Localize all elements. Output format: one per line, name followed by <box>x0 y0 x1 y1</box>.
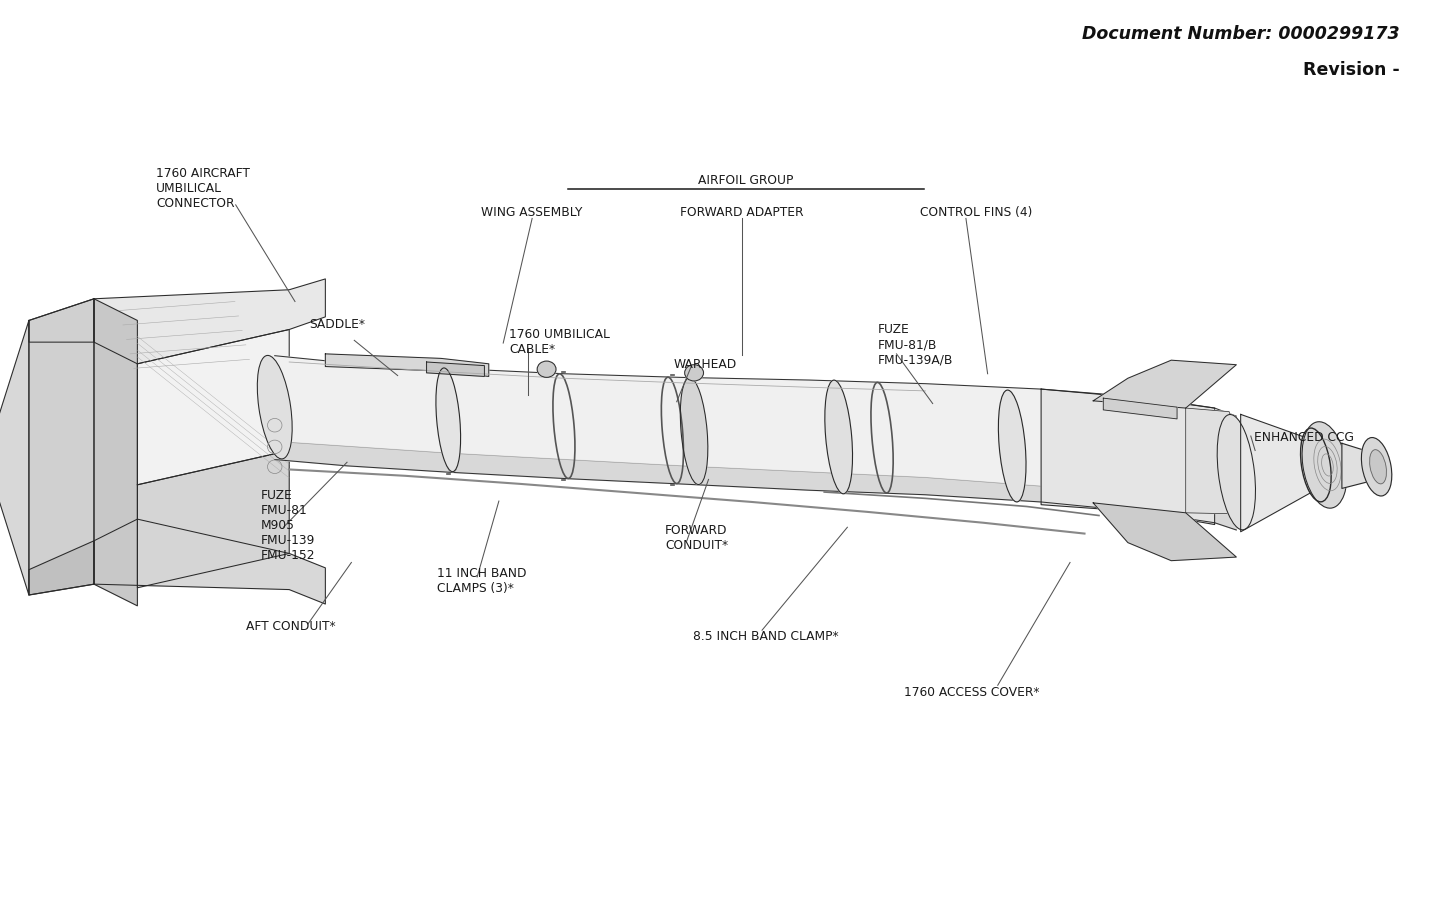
Polygon shape <box>94 280 325 364</box>
Ellipse shape <box>1361 438 1392 496</box>
Polygon shape <box>29 299 94 343</box>
Polygon shape <box>325 354 489 377</box>
Text: SADDLE*: SADDLE* <box>309 318 366 330</box>
Polygon shape <box>0 321 29 595</box>
Text: FUZE
FMU-81
M905
FMU-139
FMU-152: FUZE FMU-81 M905 FMU-139 FMU-152 <box>260 489 315 562</box>
Text: 8.5 INCH BAND CLAMP*: 8.5 INCH BAND CLAMP* <box>693 630 839 642</box>
Ellipse shape <box>824 381 853 494</box>
Text: FUZE
FMU-81/B
FMU-139A/B: FUZE FMU-81/B FMU-139A/B <box>878 323 953 366</box>
Polygon shape <box>1093 361 1236 409</box>
Polygon shape <box>1241 415 1322 532</box>
Polygon shape <box>137 451 289 588</box>
Text: Revision -: Revision - <box>1303 61 1400 79</box>
Polygon shape <box>1342 444 1374 489</box>
Text: CONTROL FINS (4): CONTROL FINS (4) <box>920 207 1032 219</box>
Text: WING ASSEMBLY: WING ASSEMBLY <box>482 207 583 219</box>
Polygon shape <box>94 299 137 606</box>
Text: FORWARD ADAPTER: FORWARD ADAPTER <box>680 207 804 219</box>
Polygon shape <box>1186 409 1236 514</box>
Polygon shape <box>1041 390 1215 525</box>
Text: 1760 AIRCRAFT
UMBILICAL
CONNECTOR: 1760 AIRCRAFT UMBILICAL CONNECTOR <box>156 167 250 210</box>
Text: 1760 ACCESS COVER*: 1760 ACCESS COVER* <box>904 686 1040 698</box>
Polygon shape <box>29 299 94 595</box>
Text: 11 INCH BAND
CLAMPS (3)*: 11 INCH BAND CLAMPS (3)* <box>437 566 526 594</box>
Text: WARHEAD: WARHEAD <box>674 357 737 370</box>
Ellipse shape <box>1369 450 1387 484</box>
Polygon shape <box>1093 503 1236 561</box>
Text: 1760 UMBILICAL
CABLE*: 1760 UMBILICAL CABLE* <box>509 327 610 355</box>
Text: Document Number: 0000299173: Document Number: 0000299173 <box>1082 25 1400 43</box>
Polygon shape <box>137 330 289 485</box>
Text: AIRFOIL GROUP: AIRFOIL GROUP <box>698 174 794 187</box>
Ellipse shape <box>1301 422 1348 509</box>
Ellipse shape <box>998 391 1027 502</box>
Polygon shape <box>1103 399 1177 419</box>
Polygon shape <box>29 541 94 595</box>
Ellipse shape <box>680 378 709 485</box>
Text: FORWARD
CONDUIT*: FORWARD CONDUIT* <box>665 523 729 551</box>
Polygon shape <box>275 356 1236 530</box>
Polygon shape <box>275 442 1236 530</box>
Polygon shape <box>427 363 484 377</box>
Text: ENHANCED CCG: ENHANCED CCG <box>1254 430 1353 443</box>
Ellipse shape <box>257 356 292 459</box>
Ellipse shape <box>1218 415 1255 530</box>
Ellipse shape <box>684 365 703 382</box>
Ellipse shape <box>538 362 557 378</box>
Polygon shape <box>94 520 325 604</box>
Text: AFT CONDUIT*: AFT CONDUIT* <box>246 620 335 632</box>
Ellipse shape <box>435 369 461 472</box>
